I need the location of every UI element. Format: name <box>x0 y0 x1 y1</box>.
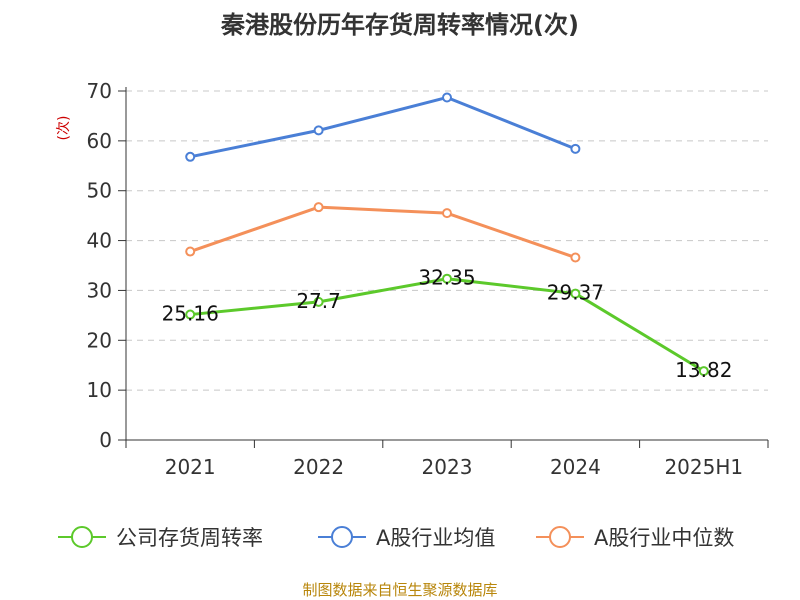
legend-item-2[interactable]: A股行业中位数 <box>536 526 734 550</box>
source-note: 制图数据来自恒生聚源数据库 <box>302 581 497 599</box>
y-tick-label-70: 70 <box>87 79 112 103</box>
legend-marker-0 <box>71 526 93 548</box>
legend-label-0: 公司存货周转率 <box>116 526 263 550</box>
y-axis-label: (次) <box>56 116 72 141</box>
data-point-0-0[interactable] <box>185 309 196 320</box>
x-tick-label-2021: 2021 <box>165 455 216 479</box>
data-point-0-1[interactable] <box>313 296 324 307</box>
legend-item-1[interactable]: A股行业均值 <box>318 526 495 550</box>
series-line-2 <box>189 205 576 259</box>
grid-lines <box>126 90 768 391</box>
data-label-3: 29.37 <box>547 281 604 305</box>
data-point-1-2[interactable] <box>442 92 452 103</box>
data-point-1-1[interactable] <box>313 125 324 136</box>
y-tick-label-10: 10 <box>87 378 112 402</box>
x-tick-label-2025H1: 2025H1 <box>664 455 743 479</box>
data-point-2-2[interactable] <box>442 208 452 219</box>
legend-label-1: A股行业均值 <box>376 526 495 550</box>
series-line-0 <box>190 277 705 373</box>
series-line-1 <box>189 95 576 159</box>
data-label-2: 32.35 <box>418 266 475 290</box>
data-point-0-4[interactable] <box>698 366 709 377</box>
x-tick-label-2023: 2023 <box>422 455 473 479</box>
data-point-2-1[interactable] <box>313 202 324 213</box>
chart-title: 秦港股份历年存货周转率情况(次) <box>220 11 579 39</box>
data-labels: 25.16 27.7 32.35 29.37 13.82 <box>162 266 733 382</box>
data-label-0: 25.16 <box>162 302 219 326</box>
series-2 <box>185 202 581 263</box>
x-tick-label-2024: 2024 <box>550 455 601 479</box>
y-tick-label-60: 60 <box>87 129 112 153</box>
y-tick-label-30: 30 <box>87 278 112 302</box>
y-tick-label-0: 0 <box>99 428 112 452</box>
legend-item-0[interactable]: 公司存货周转率 <box>58 526 263 550</box>
legend-marker-1 <box>331 526 353 548</box>
series-layer <box>185 92 709 377</box>
legend-marker-2 <box>549 526 571 548</box>
y-tick-label-20: 20 <box>87 328 112 352</box>
x-tick-label-2022: 2022 <box>293 455 344 479</box>
series-0 <box>185 273 709 377</box>
data-point-0-2[interactable] <box>442 273 452 284</box>
data-point-0-3[interactable] <box>570 288 581 299</box>
legend[interactable]: 公司存货周转率 A股行业均值 A股行业中位数 <box>58 526 734 550</box>
data-label-1: 27.7 <box>296 289 341 313</box>
data-point-1-0[interactable] <box>185 151 196 162</box>
legend-label-2: A股行业中位数 <box>594 526 734 550</box>
axes: 0 10 20 30 40 50 60 70 2021 2022 2023 2024 2025H1 <box>87 79 769 479</box>
data-point-1-3[interactable] <box>570 143 581 154</box>
data-point-2-3[interactable] <box>570 252 581 263</box>
y-tick-label-50: 50 <box>87 179 112 203</box>
y-tick-label-40: 40 <box>87 229 112 253</box>
series-1 <box>185 92 581 162</box>
data-point-2-0[interactable] <box>185 246 196 257</box>
data-label-4: 13.82 <box>675 358 732 382</box>
